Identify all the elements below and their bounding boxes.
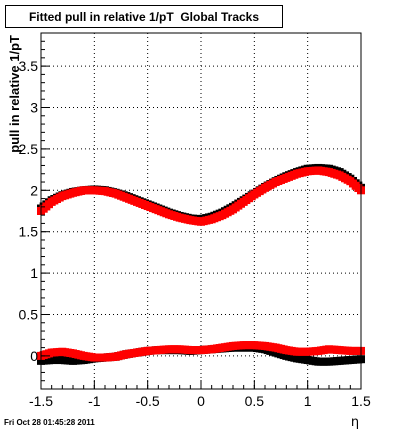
x-tick-label: -1.5 [29, 393, 53, 409]
plot-frame [40, 32, 362, 390]
x-tick-label: 1 [304, 393, 312, 409]
series-layer [37, 163, 365, 366]
grid [41, 33, 361, 389]
series-3 [37, 341, 365, 362]
x-axis-label: η [351, 415, 359, 430]
y-tick-label: 0 [30, 348, 38, 364]
y-tick-label: 2.5 [19, 141, 39, 157]
x-tick-label: -0.5 [136, 393, 160, 409]
y-tick-label: 1 [30, 265, 38, 281]
y-tick-label: 0.5 [19, 306, 39, 322]
x-tick-label: 0.5 [245, 393, 265, 409]
y-tick-label: 2 [30, 182, 38, 198]
axis-ticks: -1.5 -1 -0.5 0 0.5 1 1.5 0 0.5 1 1.5 2 2.5 3 3.5 [19, 40, 371, 409]
y-tick-label: 1.5 [19, 224, 39, 240]
x-tick-label: -1 [88, 393, 101, 409]
y-tick-label: 3.5 [19, 58, 39, 74]
x-tick-label: 0 [197, 393, 205, 409]
chart-title: Fitted pull in relative 1/pT Global Trac… [5, 5, 283, 28]
y-tick-label: 3 [30, 100, 38, 116]
y-axis-label: pull in relative 1/pT [7, 35, 22, 153]
x-tick-label: 1.5 [351, 393, 371, 409]
footer-timestamp: Fri Oct 28 01:45:28 2011 [4, 418, 95, 427]
